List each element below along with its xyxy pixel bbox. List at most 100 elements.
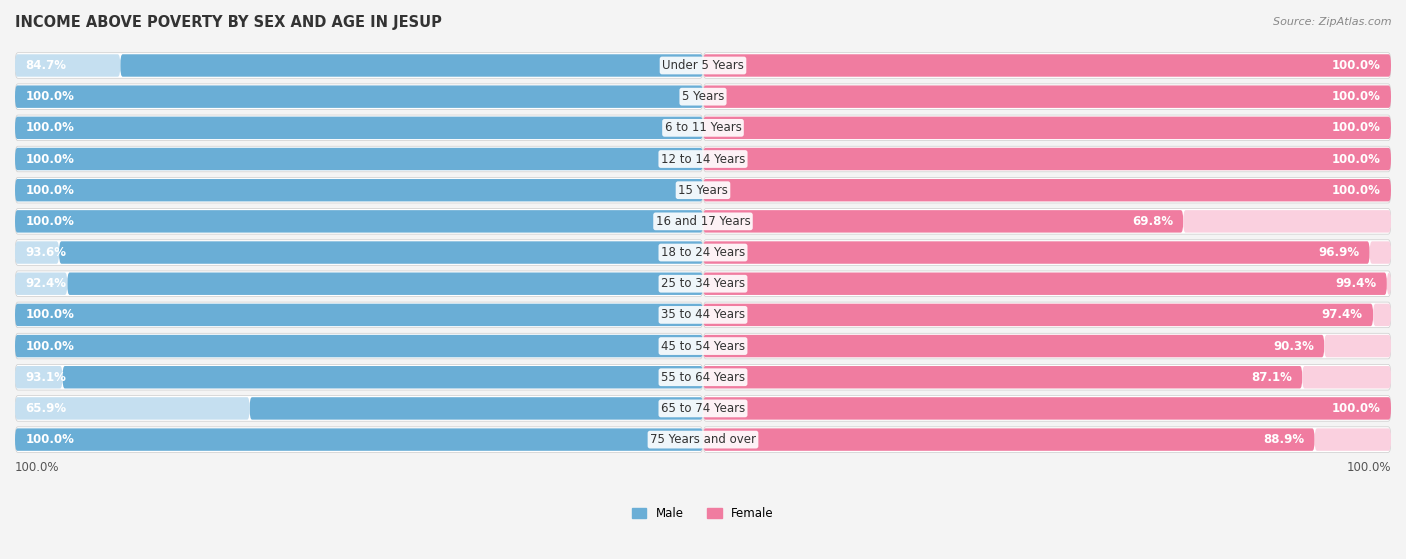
FancyBboxPatch shape <box>15 304 703 326</box>
FancyBboxPatch shape <box>67 272 703 295</box>
Text: 93.6%: 93.6% <box>25 246 66 259</box>
Text: 25 to 34 Years: 25 to 34 Years <box>661 277 745 290</box>
FancyBboxPatch shape <box>703 272 1386 295</box>
Legend: Male, Female: Male, Female <box>633 507 773 520</box>
Text: 93.1%: 93.1% <box>25 371 66 383</box>
Text: 16 and 17 Years: 16 and 17 Years <box>655 215 751 228</box>
Text: 96.9%: 96.9% <box>1319 246 1360 259</box>
FancyBboxPatch shape <box>1369 241 1391 264</box>
FancyBboxPatch shape <box>703 241 1369 264</box>
Text: INCOME ABOVE POVERTY BY SEX AND AGE IN JESUP: INCOME ABOVE POVERTY BY SEX AND AGE IN J… <box>15 15 441 30</box>
FancyBboxPatch shape <box>703 304 1374 326</box>
FancyBboxPatch shape <box>703 209 1391 234</box>
Text: 35 to 44 Years: 35 to 44 Years <box>661 309 745 321</box>
FancyBboxPatch shape <box>703 427 1391 452</box>
Text: 100.0%: 100.0% <box>25 90 75 103</box>
FancyBboxPatch shape <box>15 396 703 421</box>
Text: 87.1%: 87.1% <box>1251 371 1292 383</box>
FancyBboxPatch shape <box>15 397 250 420</box>
FancyBboxPatch shape <box>15 428 703 451</box>
FancyBboxPatch shape <box>703 271 1391 296</box>
Text: 12 to 14 Years: 12 to 14 Years <box>661 153 745 165</box>
Text: 100.0%: 100.0% <box>1331 59 1381 72</box>
Text: 100.0%: 100.0% <box>1331 402 1381 415</box>
FancyBboxPatch shape <box>15 241 59 264</box>
Text: 88.9%: 88.9% <box>1263 433 1305 446</box>
Text: 97.4%: 97.4% <box>1322 309 1362 321</box>
Text: 92.4%: 92.4% <box>25 277 66 290</box>
FancyBboxPatch shape <box>703 333 1391 359</box>
FancyBboxPatch shape <box>703 177 1391 203</box>
Text: 65.9%: 65.9% <box>25 402 66 415</box>
FancyBboxPatch shape <box>15 54 121 77</box>
FancyBboxPatch shape <box>15 335 703 357</box>
Text: 100.0%: 100.0% <box>25 215 75 228</box>
FancyBboxPatch shape <box>1302 366 1391 389</box>
FancyBboxPatch shape <box>703 54 1391 77</box>
FancyBboxPatch shape <box>15 302 703 328</box>
FancyBboxPatch shape <box>15 115 703 141</box>
FancyBboxPatch shape <box>703 396 1391 421</box>
Text: 100.0%: 100.0% <box>25 433 75 446</box>
Text: 84.7%: 84.7% <box>25 59 66 72</box>
Text: 75 Years and over: 75 Years and over <box>650 433 756 446</box>
FancyBboxPatch shape <box>703 117 1391 139</box>
FancyBboxPatch shape <box>15 240 703 266</box>
FancyBboxPatch shape <box>15 84 703 110</box>
Text: Source: ZipAtlas.com: Source: ZipAtlas.com <box>1274 17 1392 27</box>
Text: Under 5 Years: Under 5 Years <box>662 59 744 72</box>
Text: 100.0%: 100.0% <box>1331 184 1381 197</box>
Text: 100.0%: 100.0% <box>25 309 75 321</box>
FancyBboxPatch shape <box>1315 428 1391 451</box>
FancyBboxPatch shape <box>703 146 1391 172</box>
Text: 100.0%: 100.0% <box>15 461 59 475</box>
FancyBboxPatch shape <box>703 115 1391 141</box>
FancyBboxPatch shape <box>703 366 1302 389</box>
Text: 65 to 74 Years: 65 to 74 Years <box>661 402 745 415</box>
FancyBboxPatch shape <box>703 84 1391 110</box>
Text: 100.0%: 100.0% <box>25 184 75 197</box>
Text: 90.3%: 90.3% <box>1272 339 1315 353</box>
Text: 15 Years: 15 Years <box>678 184 728 197</box>
Text: 100.0%: 100.0% <box>25 339 75 353</box>
FancyBboxPatch shape <box>703 53 1391 78</box>
FancyBboxPatch shape <box>121 54 703 77</box>
FancyBboxPatch shape <box>15 209 703 234</box>
FancyBboxPatch shape <box>15 146 703 172</box>
FancyBboxPatch shape <box>703 302 1391 328</box>
FancyBboxPatch shape <box>703 240 1391 266</box>
Text: 69.8%: 69.8% <box>1132 215 1173 228</box>
Text: 55 to 64 Years: 55 to 64 Years <box>661 371 745 383</box>
FancyBboxPatch shape <box>59 241 703 264</box>
Text: 100.0%: 100.0% <box>1331 90 1381 103</box>
FancyBboxPatch shape <box>1374 304 1391 326</box>
FancyBboxPatch shape <box>15 333 703 359</box>
Text: 100.0%: 100.0% <box>25 153 75 165</box>
FancyBboxPatch shape <box>15 366 62 389</box>
FancyBboxPatch shape <box>703 364 1391 390</box>
FancyBboxPatch shape <box>1184 210 1391 233</box>
FancyBboxPatch shape <box>15 53 703 78</box>
FancyBboxPatch shape <box>1386 272 1391 295</box>
FancyBboxPatch shape <box>15 364 703 390</box>
FancyBboxPatch shape <box>15 177 703 203</box>
FancyBboxPatch shape <box>703 335 1324 357</box>
FancyBboxPatch shape <box>15 271 703 296</box>
FancyBboxPatch shape <box>15 427 703 452</box>
Text: 100.0%: 100.0% <box>1331 121 1381 134</box>
FancyBboxPatch shape <box>15 272 67 295</box>
Text: 100.0%: 100.0% <box>1347 461 1391 475</box>
FancyBboxPatch shape <box>1324 335 1391 357</box>
FancyBboxPatch shape <box>250 397 703 420</box>
FancyBboxPatch shape <box>703 179 1391 201</box>
Text: 5 Years: 5 Years <box>682 90 724 103</box>
Text: 99.4%: 99.4% <box>1336 277 1376 290</box>
FancyBboxPatch shape <box>15 179 703 201</box>
Text: 18 to 24 Years: 18 to 24 Years <box>661 246 745 259</box>
FancyBboxPatch shape <box>703 428 1315 451</box>
FancyBboxPatch shape <box>703 148 1391 170</box>
FancyBboxPatch shape <box>15 148 703 170</box>
FancyBboxPatch shape <box>15 117 703 139</box>
FancyBboxPatch shape <box>703 397 1391 420</box>
Text: 100.0%: 100.0% <box>1331 153 1381 165</box>
